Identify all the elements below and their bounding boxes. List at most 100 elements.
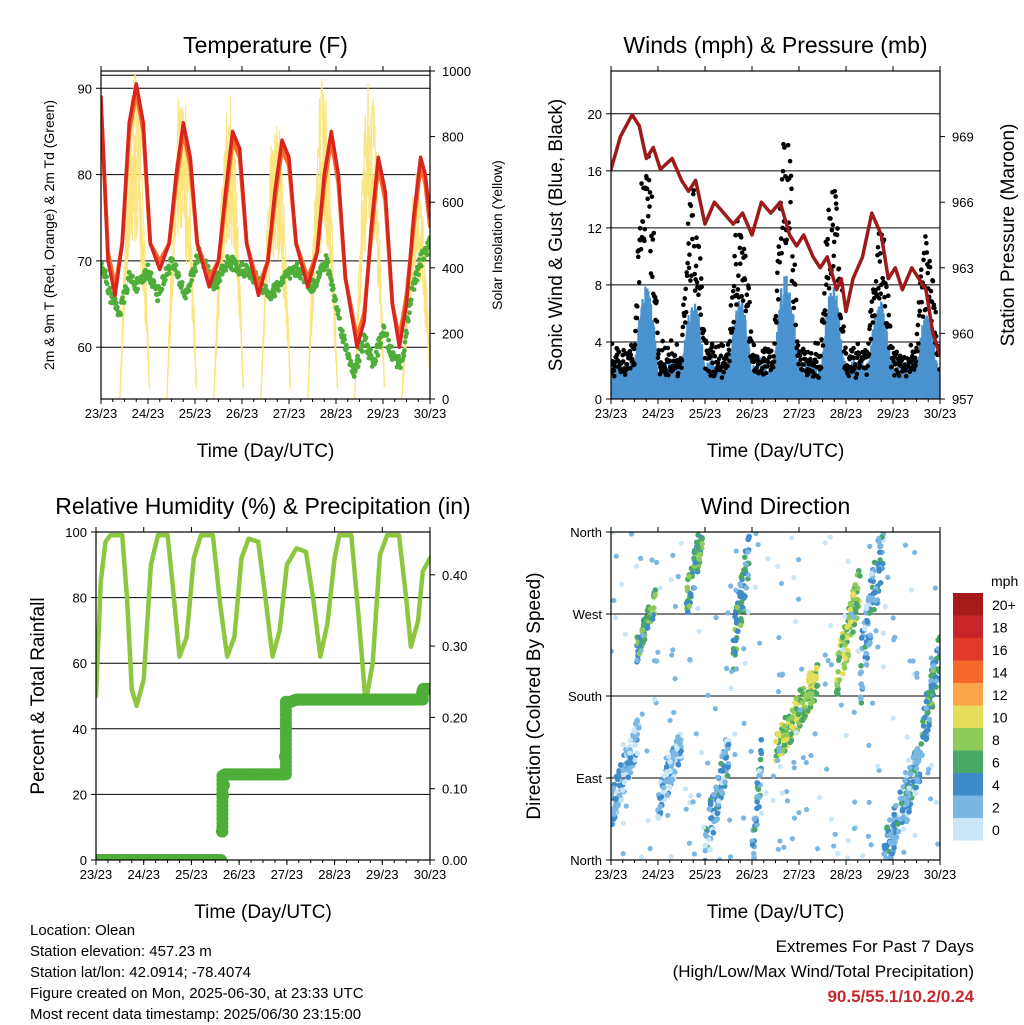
direction-point [612, 795, 619, 802]
dewpoint-point [330, 286, 336, 292]
direction-point [880, 511, 886, 517]
direction-point [613, 800, 619, 807]
gust-point [843, 351, 849, 356]
direction-point [895, 821, 901, 827]
gust-point [914, 331, 920, 337]
gust-point [851, 345, 856, 351]
gust-point [870, 320, 876, 325]
direction-point [754, 798, 760, 805]
dewpoint-point [398, 365, 403, 371]
direction-point [860, 853, 866, 859]
direction-point [657, 795, 663, 801]
direction-point [789, 836, 795, 842]
direction-point [851, 709, 857, 715]
dewpoint-point [375, 352, 381, 358]
gust-point [690, 191, 696, 197]
dewpoint-point [112, 296, 118, 302]
x-tick-label: 30/23 [924, 406, 957, 421]
x-tick-label: 27/23 [783, 867, 816, 882]
direction-point [640, 632, 646, 639]
dewpoint-point [189, 277, 195, 283]
direction-series [611, 511, 940, 860]
direction-point [634, 717, 640, 724]
direction-point [854, 596, 861, 603]
dewpoint-point [424, 252, 430, 258]
legend-label: 0 [992, 822, 1000, 838]
dewpoint-point [341, 333, 347, 339]
wind-series [611, 275, 940, 399]
direction-point [719, 790, 725, 796]
direction-point [613, 614, 619, 621]
gust-point [873, 279, 879, 284]
dewpoint-point [147, 274, 153, 280]
direction-point [758, 810, 765, 816]
direction-point [690, 799, 696, 805]
direction-point [678, 540, 684, 546]
gust-point [710, 360, 715, 366]
gust-point [824, 242, 830, 247]
direction-point [725, 741, 732, 748]
direction-point [707, 815, 714, 822]
gust-point [655, 330, 660, 336]
direction-point [625, 774, 631, 781]
direction-point [715, 798, 722, 804]
y2-tick-label: 200 [442, 326, 464, 341]
gust-point [892, 373, 897, 378]
direction-point [727, 854, 734, 860]
direction-point [902, 778, 908, 784]
y2-tick-label: 0.10 [442, 782, 467, 797]
direction-point [915, 758, 922, 765]
gust-point [908, 342, 914, 348]
gust-point [698, 312, 704, 317]
gust-point [797, 353, 803, 358]
gust-point [754, 365, 759, 371]
direction-point [876, 767, 882, 774]
direction-point [875, 644, 881, 650]
dewpoint-point [101, 261, 104, 266]
direction-point [791, 759, 797, 765]
direction-point [852, 799, 858, 805]
dewpoint-point [346, 354, 352, 360]
solar-series [119, 72, 430, 399]
y-tick-label: 0 [595, 392, 602, 407]
direction-point [851, 614, 857, 621]
gust-point [854, 355, 860, 361]
gust-point [790, 267, 796, 273]
gust-point [635, 254, 641, 260]
direction-point [683, 786, 689, 792]
dewpoint-point [405, 318, 411, 324]
gust-point [795, 343, 801, 348]
gust-point [846, 373, 852, 379]
solar-line [354, 125, 385, 399]
direction-point [842, 613, 848, 619]
gust-point [776, 244, 782, 249]
y-tick-label: 0 [80, 853, 87, 868]
direction-point [665, 812, 671, 819]
dewpoint-point [114, 304, 120, 310]
direction-point [686, 573, 693, 580]
direction-point [858, 662, 864, 669]
y-tick-label: 100 [65, 525, 87, 540]
gust-point [933, 309, 939, 315]
direction-point [839, 634, 846, 640]
gust-point [739, 250, 745, 255]
x-tick-label: 24/23 [132, 406, 165, 421]
dewpoint-point [408, 301, 414, 307]
direction-point [738, 583, 744, 589]
direction-point [710, 829, 717, 836]
direction-point [632, 728, 638, 735]
direction-point [738, 589, 744, 596]
dewpoint-point [170, 257, 176, 262]
direction-point [845, 837, 851, 843]
x-tick-label: 23/23 [595, 867, 628, 882]
direction-point [652, 587, 659, 593]
chart-title: Winds (mph) & Pressure (mb) [623, 32, 927, 58]
direction-point [627, 750, 633, 756]
direction-point [863, 662, 870, 668]
dewpoint-point [356, 358, 362, 364]
direction-point [926, 716, 933, 723]
direction-point [867, 632, 874, 639]
direction-point [876, 539, 882, 545]
gust-point [688, 278, 693, 283]
gust-point [866, 352, 872, 357]
